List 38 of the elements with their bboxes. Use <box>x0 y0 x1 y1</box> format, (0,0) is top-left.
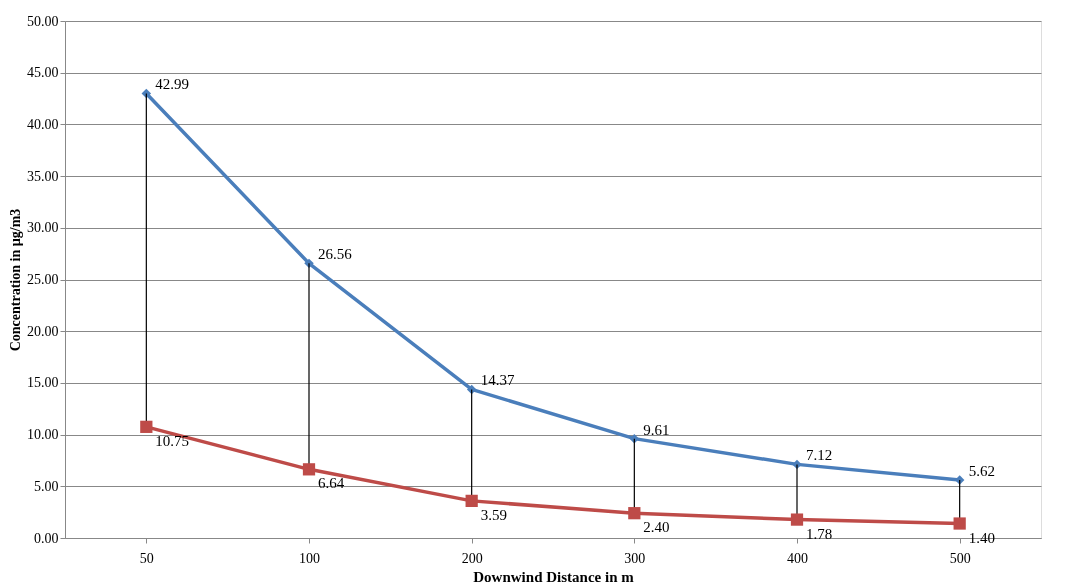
data-label: 14.37 <box>480 372 515 389</box>
y-tick-label: 30.00 <box>27 220 59 236</box>
point <box>790 513 804 526</box>
x-tick-label: 100 <box>299 550 320 566</box>
point <box>953 517 966 530</box>
data-label: 10.75 <box>155 432 190 449</box>
data-label: 9.61 <box>643 421 670 438</box>
data-label: 6.64 <box>318 475 345 492</box>
data-label: 26.56 <box>318 246 353 263</box>
y-axis-title: Concentration in µg/m3 <box>8 208 23 352</box>
data-label: 1.78 <box>806 525 833 542</box>
y-tick-label: 20.00 <box>27 323 59 339</box>
point <box>465 494 478 507</box>
x-tick-label: 50 <box>139 550 154 566</box>
x-tick-label: 400 <box>787 550 808 566</box>
x-tick-label: 200 <box>461 550 483 566</box>
x-axis-title: Downwind Distance in m <box>473 568 635 585</box>
y-tick-label: 15.00 <box>27 375 59 391</box>
y-tick-label: 25.00 <box>27 272 59 287</box>
x-tick-label: 500 <box>949 550 971 566</box>
y-tick-label: 0.00 <box>34 530 59 546</box>
y-tick-label: 50.00 <box>27 13 59 29</box>
y-tick-label: 5.00 <box>34 478 59 494</box>
point <box>628 507 641 520</box>
data-label: 42.99 <box>155 76 190 93</box>
x-tick-label: 300 <box>624 550 646 566</box>
y-tick-label: 10.00 <box>27 427 59 443</box>
data-label: 1.40 <box>968 529 995 546</box>
point <box>140 420 153 433</box>
point <box>629 433 640 444</box>
y-tick-label: 45.00 <box>27 65 59 81</box>
data-label: 2.40 <box>643 519 670 536</box>
data-label: 5.62 <box>968 462 995 479</box>
data-label: 3.59 <box>480 506 507 523</box>
data-label: 7.12 <box>806 447 833 464</box>
y-tick-label: 35.00 <box>27 168 59 184</box>
y-tick-label: 40.00 <box>27 116 59 132</box>
point <box>302 463 316 476</box>
